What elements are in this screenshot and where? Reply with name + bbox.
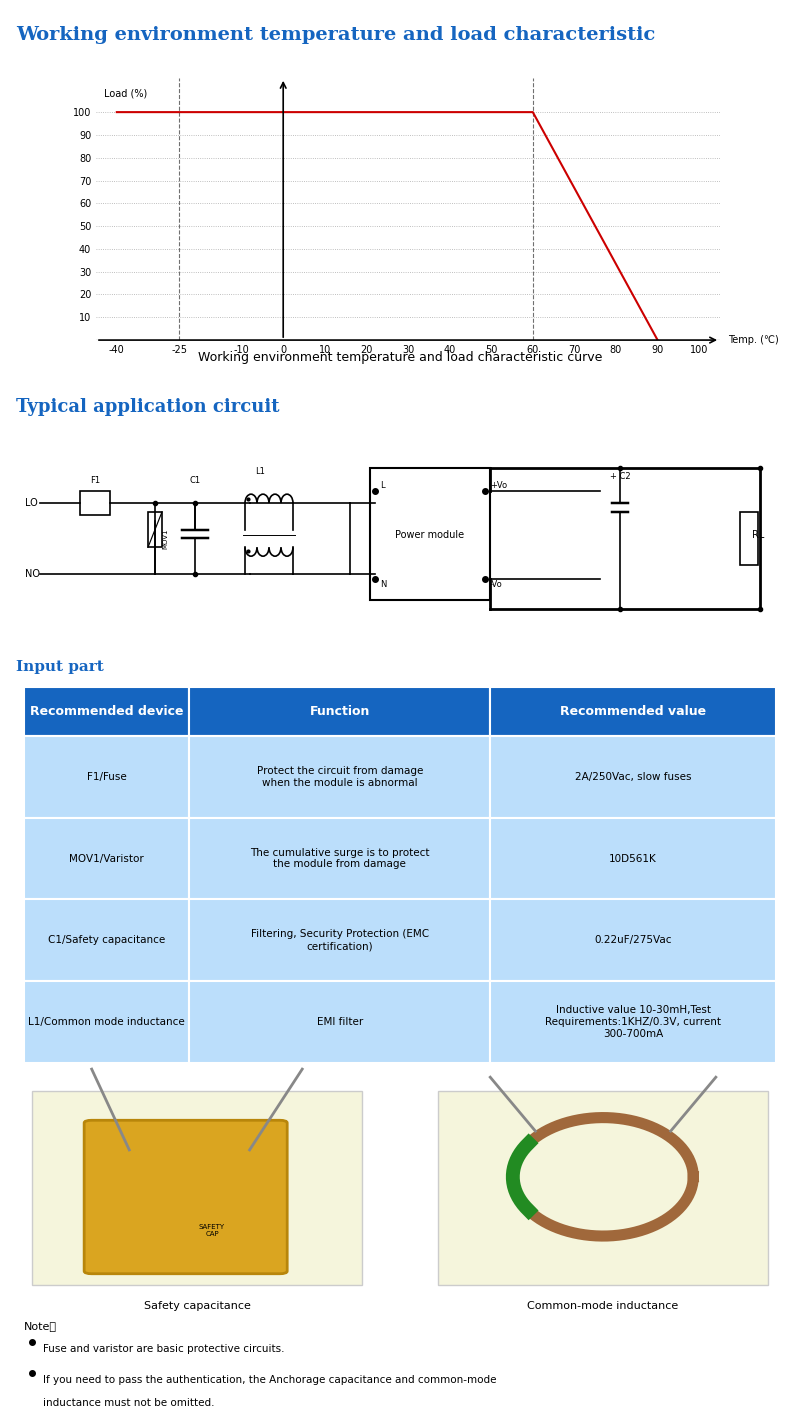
Text: If you need to pass the authentication, the Anchorage capacitance and common-mod: If you need to pass the authentication, … xyxy=(43,1374,496,1384)
Text: Power module: Power module xyxy=(395,530,465,540)
Bar xyxy=(490,735,776,818)
Bar xyxy=(31,1091,362,1284)
Bar xyxy=(24,900,190,981)
Text: Safety capacitance: Safety capacitance xyxy=(143,1301,250,1312)
Text: MOV1: MOV1 xyxy=(162,529,168,548)
Bar xyxy=(24,981,190,1063)
Bar xyxy=(490,818,776,900)
Text: Typical application circuit: Typical application circuit xyxy=(16,398,279,417)
Text: F1: F1 xyxy=(90,476,100,485)
Bar xyxy=(438,1091,769,1284)
Text: Load (%): Load (%) xyxy=(104,89,147,99)
Text: Note：: Note： xyxy=(24,1321,57,1331)
Bar xyxy=(80,490,110,516)
Text: L1/Common mode inductance: L1/Common mode inductance xyxy=(28,1017,185,1027)
Text: EMI filter: EMI filter xyxy=(317,1017,363,1027)
Text: The cumulative surge is to protect
the module from damage: The cumulative surge is to protect the m… xyxy=(250,847,430,870)
FancyBboxPatch shape xyxy=(84,1121,287,1274)
Bar xyxy=(490,981,776,1063)
Text: 10D561K: 10D561K xyxy=(610,853,657,863)
Text: -Vo: -Vo xyxy=(490,580,502,589)
Bar xyxy=(148,512,162,547)
Bar xyxy=(24,735,190,818)
Text: Recommended device: Recommended device xyxy=(30,706,183,718)
Text: 2A/250Vac, slow fuses: 2A/250Vac, slow fuses xyxy=(575,772,691,782)
Bar xyxy=(490,900,776,981)
Text: SAFETY
CAP: SAFETY CAP xyxy=(199,1224,225,1237)
Text: Temp. (℃): Temp. (℃) xyxy=(728,334,779,346)
Text: + C2: + C2 xyxy=(610,472,630,480)
Text: Inductive value 10-30mH,Test
Requirements:1KHZ/0.3V, current
300-700mA: Inductive value 10-30mH,Test Requirement… xyxy=(545,1005,721,1039)
Text: L: L xyxy=(380,480,385,490)
Text: C1: C1 xyxy=(190,476,201,485)
Text: C1/Safety capacitance: C1/Safety capacitance xyxy=(48,935,166,945)
Text: L1: L1 xyxy=(255,468,265,476)
Text: Working environment temperature and load characteristic: Working environment temperature and load… xyxy=(16,27,655,44)
Bar xyxy=(740,512,758,565)
Text: Function: Function xyxy=(310,706,370,718)
Bar xyxy=(190,735,490,818)
Bar xyxy=(190,818,490,900)
Text: Working environment temperature and load characteristic curve: Working environment temperature and load… xyxy=(198,351,602,364)
Text: Protect the circuit from damage
when the module is abnormal: Protect the circuit from damage when the… xyxy=(257,767,423,788)
Circle shape xyxy=(535,1152,670,1202)
Text: LO: LO xyxy=(25,497,38,509)
Text: NO: NO xyxy=(25,568,40,580)
Text: +Vo: +Vo xyxy=(490,480,507,490)
Text: N: N xyxy=(380,580,386,589)
Bar xyxy=(190,687,490,735)
Text: Recommended value: Recommended value xyxy=(560,706,706,718)
Text: 0.22uF/275Vac: 0.22uF/275Vac xyxy=(594,935,672,945)
Text: Input part: Input part xyxy=(16,660,104,674)
Bar xyxy=(24,818,190,900)
Text: Fuse and varistor are basic protective circuits.: Fuse and varistor are basic protective c… xyxy=(43,1343,284,1353)
Bar xyxy=(370,468,490,601)
Text: inductance must not be omitted.: inductance must not be omitted. xyxy=(43,1399,214,1408)
Text: F1/Fuse: F1/Fuse xyxy=(87,772,126,782)
Text: RL: RL xyxy=(752,530,764,540)
Text: Filtering, Security Protection (EMC
certification): Filtering, Security Protection (EMC cert… xyxy=(250,930,429,951)
Text: Common-mode inductance: Common-mode inductance xyxy=(527,1301,678,1312)
Text: MOV1/Varistor: MOV1/Varistor xyxy=(70,853,144,863)
Bar xyxy=(490,687,776,735)
Bar xyxy=(190,981,490,1063)
Bar xyxy=(190,900,490,981)
Bar xyxy=(24,687,190,735)
